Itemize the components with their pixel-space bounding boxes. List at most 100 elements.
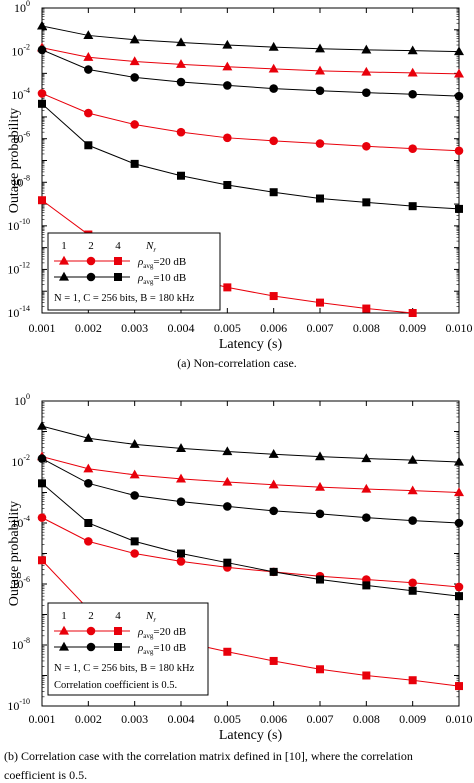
series-red-circle [37, 513, 464, 592]
legend-box [47, 232, 221, 311]
x-tick-label: 0.004 [168, 712, 195, 726]
data-point [223, 81, 232, 90]
y-tick-label: 10-12 [7, 260, 30, 276]
y-tick-label: 10-10 [7, 217, 30, 233]
data-point [129, 469, 140, 479]
y-axis-label: Outage probability [7, 501, 22, 606]
y-tick-label: 10-2 [11, 43, 30, 59]
data-point [269, 84, 278, 93]
data-point [130, 120, 139, 129]
series-line [42, 49, 459, 97]
legend-nr-value: 4 [115, 610, 121, 622]
data-point [407, 454, 418, 464]
caption-a: (a) Non-correlation case. [177, 356, 297, 370]
legend-marker [114, 273, 122, 281]
legend-nr-label: Nr [145, 240, 156, 254]
data-point [223, 133, 232, 143]
x-tick-label: 0.009 [399, 712, 426, 726]
data-point [37, 45, 47, 55]
data-point [454, 46, 464, 56]
chart-panel-b: 100 10-2 10-4 10-6 10-8 10-100.001 0.002 0.003 0… [7, 392, 473, 743]
data-point [130, 491, 139, 500]
data-point [177, 171, 185, 180]
legend-marker [59, 641, 69, 651]
x-tick-label: 0.010 [446, 321, 473, 335]
y-tick-label: 100 [14, 392, 30, 408]
data-point [176, 77, 186, 87]
data-point [130, 537, 139, 546]
series-black-square [38, 479, 463, 601]
data-point [408, 578, 417, 588]
data-point [83, 30, 94, 40]
legend-marker [114, 627, 122, 635]
data-point [454, 518, 464, 528]
legend-nr-value: 4 [115, 240, 121, 252]
chart-panel-a: 100 10-2 10-4 10-6 10-8 10-10 10-12 10-140.001 0… [7, 0, 473, 352]
data-point [315, 65, 325, 75]
series-red-circle [37, 89, 464, 156]
x-tick-label: 0.003 [121, 321, 148, 335]
x-tick-label: 0.006 [260, 712, 287, 726]
data-point [176, 127, 186, 137]
data-point [223, 181, 232, 190]
series-line [42, 425, 459, 463]
legend-marker [86, 642, 96, 652]
data-point [269, 506, 278, 516]
data-point [269, 188, 278, 197]
data-point [362, 198, 371, 207]
y-tick-label: 10-6 [11, 575, 30, 591]
series-line [42, 103, 459, 210]
data-point [84, 479, 93, 488]
data-point [269, 292, 278, 301]
legend-entry-label: ρavg=10 dB [137, 642, 186, 656]
data-point [84, 65, 93, 74]
data-point [268, 41, 279, 51]
data-point [129, 56, 140, 66]
data-point [268, 479, 279, 489]
data-point [408, 676, 417, 685]
series-line [42, 458, 459, 524]
data-point [130, 549, 139, 558]
series-line [42, 47, 459, 75]
data-point [84, 108, 93, 118]
y-tick-label: 10-10 [7, 697, 30, 713]
x-tick-label: 0.001 [29, 712, 56, 726]
data-point [38, 479, 46, 488]
data-point [454, 68, 464, 78]
data-point [268, 449, 279, 458]
data-point [315, 481, 325, 491]
data-point [316, 665, 324, 674]
data-point [176, 59, 186, 68]
data-point [408, 144, 417, 153]
data-point [83, 52, 94, 61]
y-tick-label: 10-8 [11, 173, 30, 189]
legend-entry-label: ρavg=10 dB [137, 272, 186, 286]
data-point [408, 586, 417, 595]
series-red-triangle [37, 42, 464, 78]
data-point [222, 61, 233, 71]
data-point [129, 439, 140, 448]
data-point [316, 194, 324, 203]
x-tick-label: 0.006 [260, 321, 287, 335]
x-tick-label: 0.003 [121, 712, 148, 726]
data-point [454, 582, 464, 592]
data-point [315, 139, 325, 148]
series-line [42, 456, 459, 493]
data-point [223, 502, 232, 511]
legend-marker [86, 256, 96, 266]
legend-marker [86, 626, 96, 636]
data-point [454, 146, 464, 156]
caption-b-line-2: coefficient is 0.5. [4, 768, 88, 782]
data-point [362, 141, 371, 151]
data-point [176, 473, 186, 483]
data-point [37, 454, 47, 463]
series-black-triangle [37, 420, 464, 466]
data-point [222, 446, 233, 456]
data-point [407, 67, 418, 77]
data-point [269, 567, 278, 576]
data-point [84, 537, 93, 546]
series-black-circle [37, 45, 464, 101]
data-point [130, 73, 139, 82]
x-tick-label: 0.002 [75, 712, 102, 726]
data-point [223, 558, 232, 567]
